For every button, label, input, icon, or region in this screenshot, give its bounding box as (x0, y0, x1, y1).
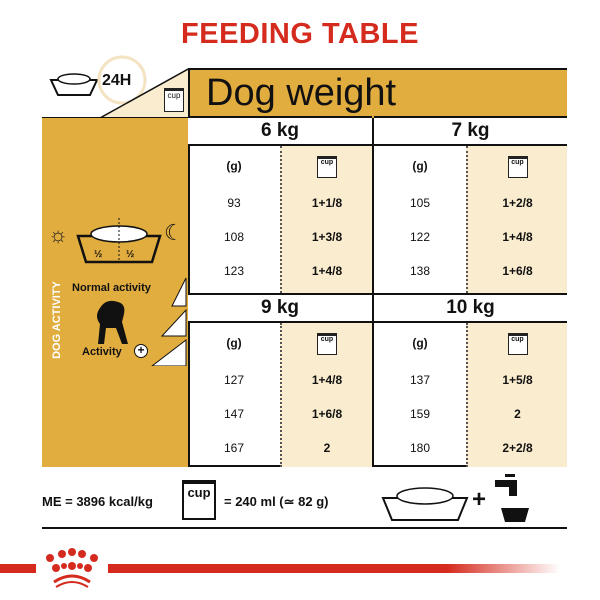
plus-icon: + (134, 344, 148, 358)
cup-icon: cup (507, 332, 528, 355)
cup-cell: 1+4/8 (311, 264, 343, 278)
cup-label: cup (320, 335, 334, 343)
grams-column: (g) 137 159 180 (374, 323, 466, 467)
activity-label: Activity (82, 346, 122, 358)
activity-panel: ☼ ½ ½ ☾ DOG ACTIVITY Normal activity Act… (42, 118, 188, 467)
dog-activity-label: DOG ACTIVITY (51, 281, 63, 359)
cup-cell: 2+2/8 (502, 441, 533, 455)
weight-block: 6 kg (g) 93 108 123 cup 1+1/8 1+3/8 1+4/8 (188, 116, 372, 293)
grams-cell: 137 (409, 373, 431, 387)
brand-bar-left (0, 564, 36, 573)
crown-logo (46, 548, 98, 588)
normal-activity-label: Normal activity (72, 282, 151, 294)
energy-label: ME = 3896 kcal/kg (42, 494, 153, 509)
weight-block: 7 kg (g) 105 122 138 cup 1+2/8 1+4/8 1+6/8 (374, 116, 567, 293)
cup-label: cup (187, 485, 211, 500)
cup-icon: cup (507, 155, 528, 178)
grams-cell: 167 (223, 441, 245, 455)
dog-weight-header: Dog weight (188, 68, 567, 118)
grams-cell: 138 (409, 264, 431, 278)
grams-header: (g) (226, 336, 242, 350)
weight-header: 10 kg (374, 293, 567, 323)
cup-cell: 2 (514, 407, 521, 421)
grams-cell: 180 (409, 441, 431, 455)
food-bowl-icon (49, 73, 99, 96)
plus-sign: + (472, 486, 487, 513)
weight-header: 9 kg (188, 293, 372, 323)
grams-column: (g) 127 147 167 (188, 323, 280, 467)
food-bowl-icon (381, 487, 469, 521)
weight-header: 6 kg (188, 116, 372, 146)
cup-cell: 2 (323, 441, 331, 455)
cup-label: cup (511, 335, 524, 343)
cup-cell: 1+6/8 (502, 264, 533, 278)
brand-bar-right (108, 564, 560, 573)
weight-header: 7 kg (374, 116, 567, 146)
half-left: ½ (94, 249, 103, 260)
activity-scale-icon (151, 277, 187, 366)
sun-icon: ☼ (48, 222, 69, 247)
cup-column: cup 1+4/8 1+6/8 2 (280, 323, 372, 467)
grams-cell: 108 (223, 230, 245, 244)
grams-cell: 105 (409, 196, 431, 210)
cup-cell: 1+6/8 (311, 407, 343, 421)
grams-cell: 147 (223, 407, 245, 421)
grams-header: (g) (412, 336, 428, 350)
cup-icon: cup (182, 480, 216, 520)
grams-header: (g) (226, 159, 242, 173)
cup-icon: cup (317, 155, 337, 178)
cup-icon: cup (317, 332, 337, 355)
weight-block: 9 kg (g) 127 147 167 cup 1+4/8 1+6/8 2 (188, 293, 372, 467)
cup-cell: 1+2/8 (502, 196, 533, 210)
divider (42, 527, 567, 529)
grams-column: (g) 105 122 138 (374, 146, 466, 293)
period-label: 24H (102, 72, 132, 89)
grams-column: (g) 93 108 123 (188, 146, 280, 293)
cup-label: cup (320, 158, 334, 166)
cup-column: cup 1+5/8 2 2+2/8 (466, 323, 567, 467)
weight-block: 10 kg (g) 137 159 180 cup 1+5/8 2 2+2/8 (374, 293, 567, 467)
cup-column: cup 1+1/8 1+3/8 1+4/8 (280, 146, 372, 293)
cup-cell: 1+4/8 (311, 373, 343, 387)
grams-header: (g) (412, 159, 428, 173)
grams-cell: 93 (227, 196, 241, 210)
dog-weight-label: Dog weight (206, 72, 397, 114)
cup-equivalence: = 240 ml (≃ 82 g) (224, 494, 329, 509)
grams-cell: 127 (223, 373, 245, 387)
grams-cell: 123 (223, 264, 245, 278)
half-right: ½ (126, 249, 135, 260)
cup-label: cup (511, 158, 524, 166)
cup-icon: cup (164, 88, 184, 112)
cup-cell: 1+5/8 (502, 373, 533, 387)
divider (372, 118, 374, 465)
cup-cell: 1+1/8 (311, 196, 343, 210)
split-bowl-icon (76, 218, 162, 264)
dog-icon (97, 300, 128, 344)
clock-icon (97, 55, 147, 105)
cup-label: cup (167, 91, 181, 100)
cup-cell: 1+3/8 (311, 230, 343, 244)
cup-cell: 1+4/8 (502, 230, 533, 244)
grams-cell: 122 (409, 230, 431, 244)
cup-column: cup 1+2/8 1+4/8 1+6/8 (466, 146, 567, 293)
water-tap-icon (495, 474, 529, 522)
moon-icon: ☾ (164, 220, 184, 245)
page-title: FEEDING TABLE (181, 18, 419, 50)
grams-cell: 159 (409, 407, 431, 421)
